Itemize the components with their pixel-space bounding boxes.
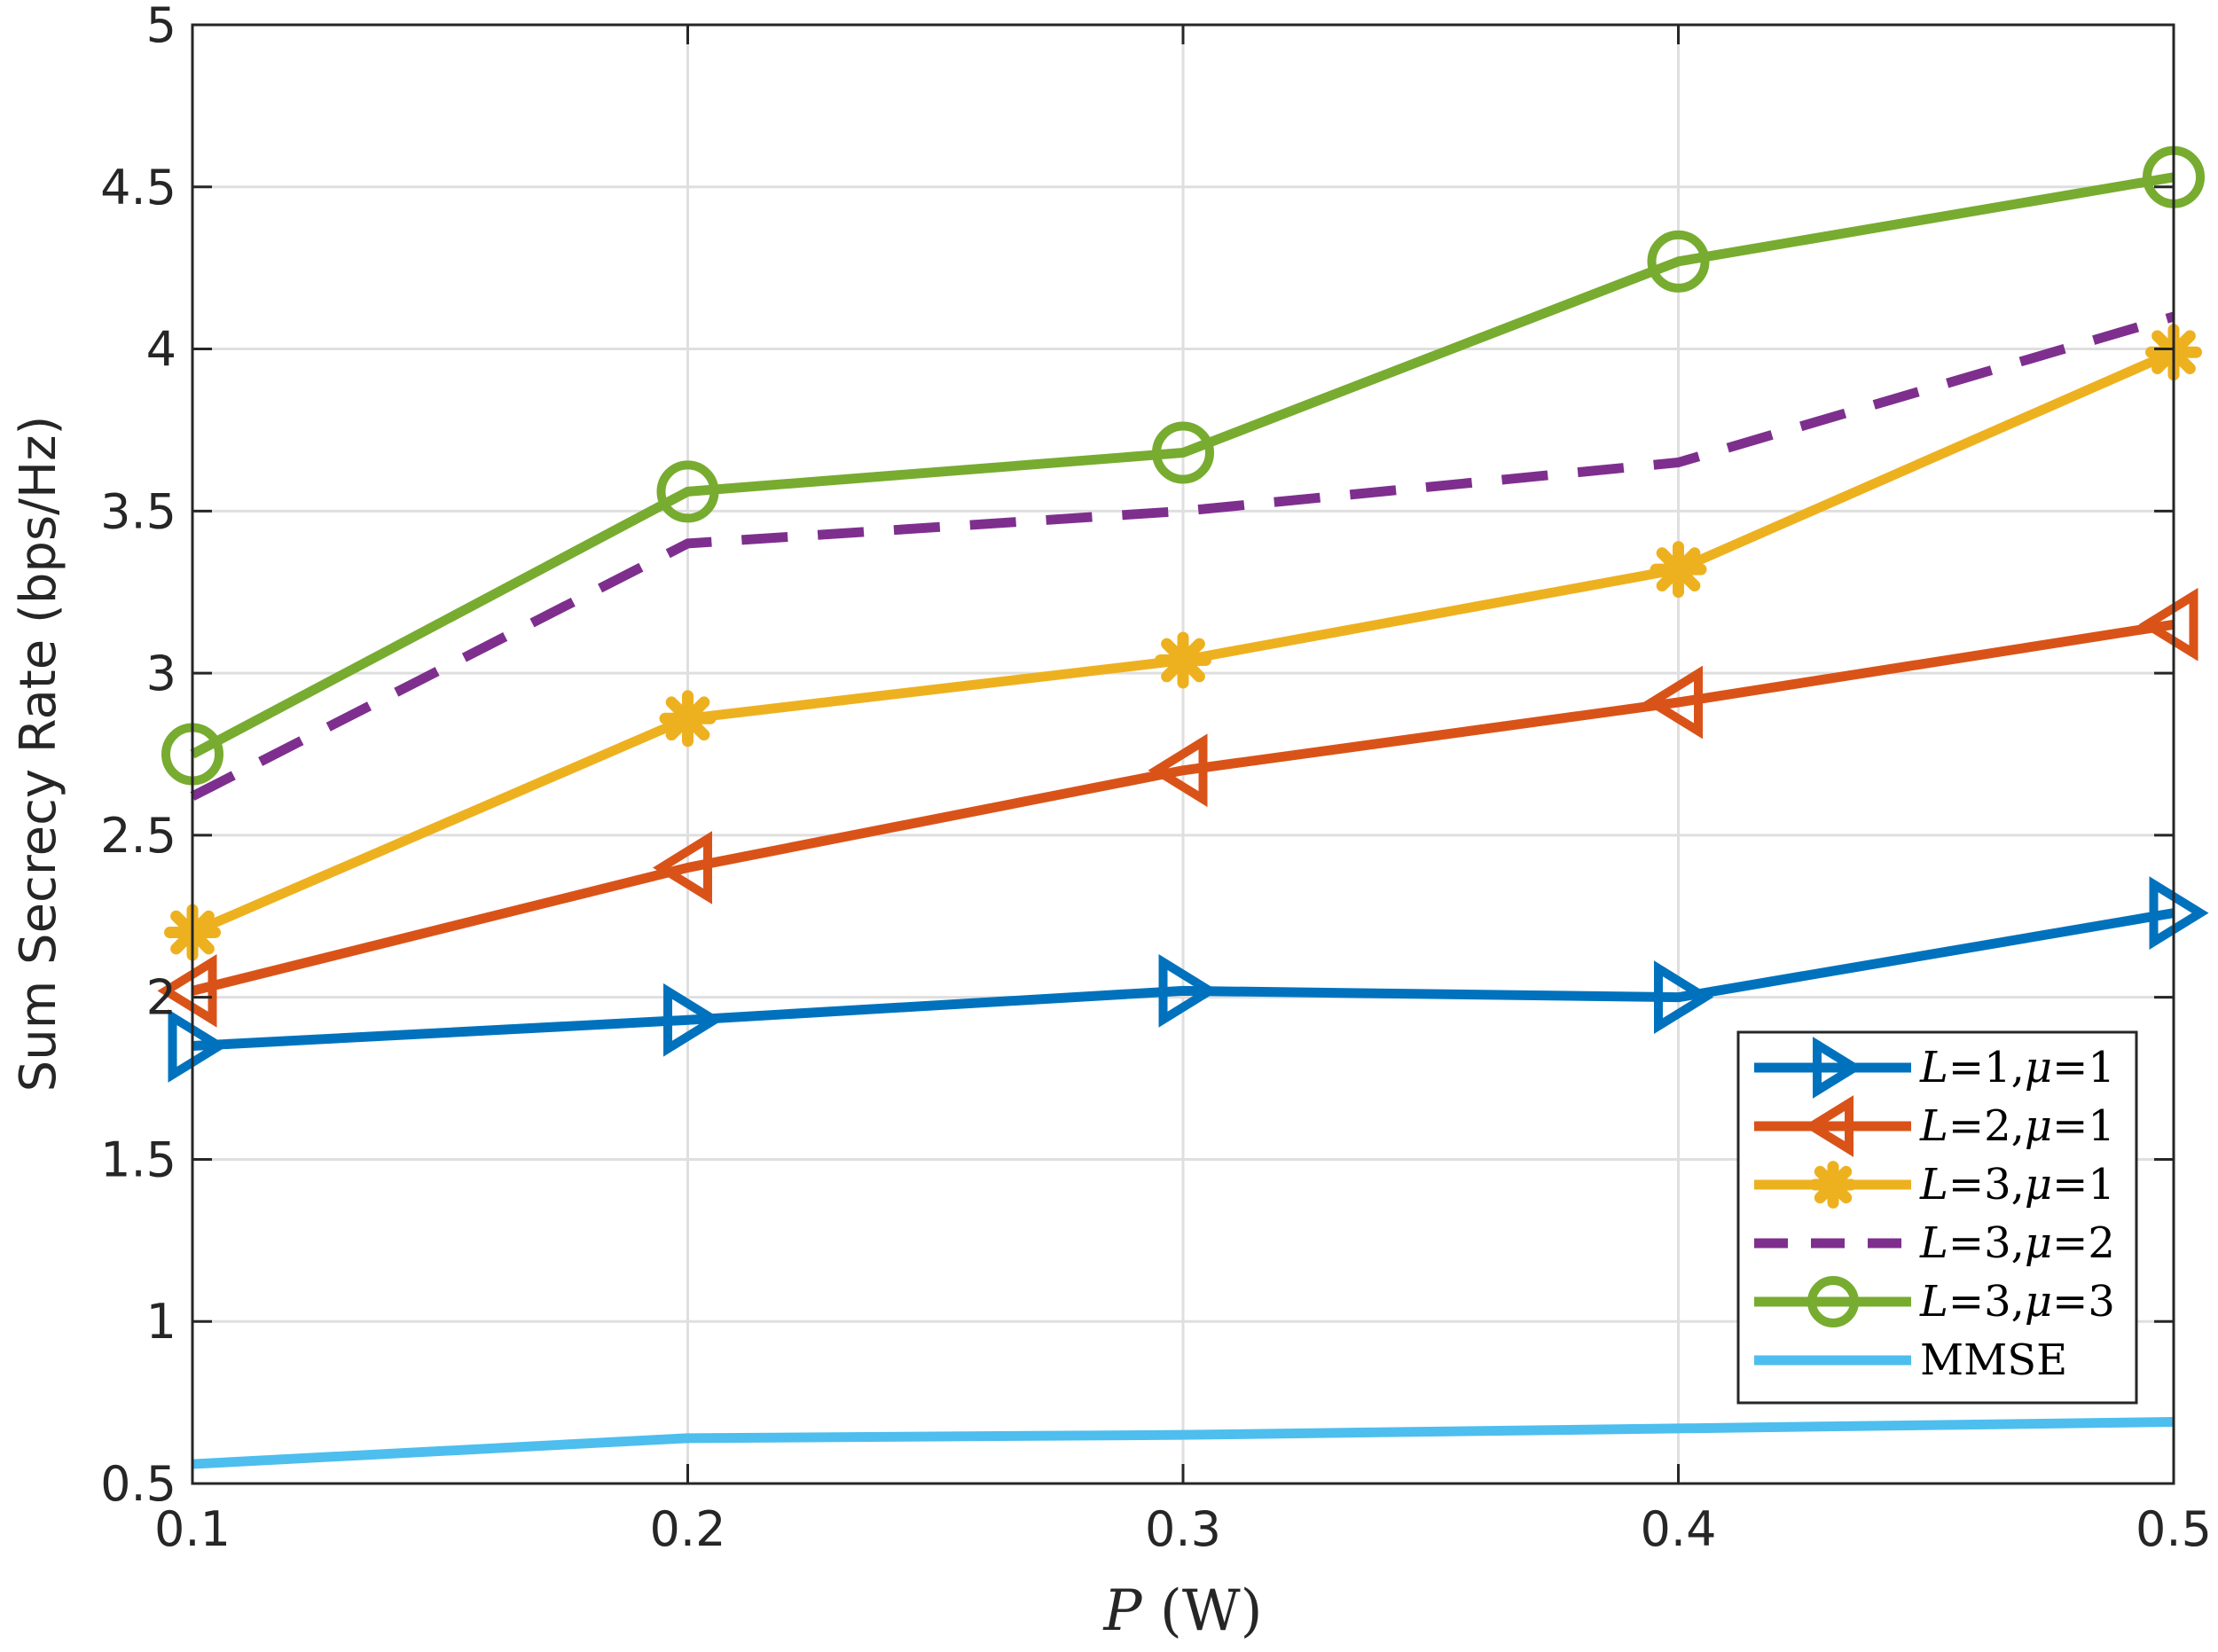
series-line [191,619,2175,996]
data-point-marker [1155,631,1211,689]
legend-label-part: =3, [1948,1218,2025,1268]
legend-label: L=3,μ=2 [1919,1218,2115,1268]
legend-item: MMSE [1754,1335,2067,1385]
legend-item: L=2,μ=1 [1754,1095,2115,1157]
legend-box [1736,1030,2138,1405]
data-point-marker [1654,960,1714,1035]
data-point-marker [168,1009,228,1083]
data-point-marker [1152,421,1214,484]
legend-label-part: L [1919,1277,1948,1327]
legend-label: L=2,μ=1 [1919,1101,2115,1151]
data-point-marker [1148,733,1208,808]
data-point-marker [1803,1095,1854,1157]
data-point-marker [2149,876,2209,950]
legend-label-part: =3, [1948,1277,2025,1327]
data-point-marker [1809,1161,1857,1209]
data-point-marker [1158,953,1219,1028]
y-tick-label: 1.5 [100,1131,176,1187]
data-point-marker [2138,587,2198,662]
legend-label-part: L [1919,1160,1948,1210]
x-tick-label: 0.3 [1145,1501,1221,1557]
data-point-marker [1647,230,1710,293]
y-tick-label: 1 [146,1294,176,1350]
ticks: 0.1 0.2 0.3 0.4 0.5 0.5 1 1.5 2 2.5 3 3.5 4 4.5 5 [100,0,2212,1557]
asterisk-stroke [1814,1165,1853,1204]
y-tick-label: 0.5 [100,1456,176,1512]
legend-label-part: μ [2025,1101,2052,1151]
y-tick-label: 4.5 [100,160,176,215]
legend-label-part: =3 [2052,1277,2115,1327]
legend-item: L=3,μ=3 [1754,1276,2115,1327]
data-point-marker [659,690,717,748]
legend-label: L=3,μ=1 [1919,1160,2115,1210]
legend-label-part: =2 [2052,1218,2115,1268]
y-tick-label: 3 [146,646,176,701]
x-axis-unit: (W) [1142,1578,1263,1644]
series-line [190,172,2175,759]
x-tick-label: 0.1 [154,1501,231,1557]
legend-label-part: =2, [1948,1101,2025,1151]
y-tick-label: 5 [146,0,176,53]
data-point-marker [652,831,712,904]
series-layer [157,145,2209,1469]
series-line [192,908,2175,1051]
legend-label-part: =1 [2052,1101,2115,1151]
legend-label-part: μ [2025,1277,2052,1327]
legend-label-part: L [1919,1101,1948,1151]
legend-item: L=3,μ=1 [1754,1160,2115,1210]
legend-label-part: μ [2025,1043,2052,1092]
legend-label: L=3,μ=3 [1919,1277,2115,1327]
data-point-marker [663,983,724,1057]
x-axis-title: P (W) [1102,1578,1262,1644]
data-point-marker [1813,1037,1863,1099]
data-point-marker [157,953,217,1028]
y-tick-label: 3.5 [100,483,176,539]
y-tick-label: 2.5 [100,808,176,864]
legend-label-part: L [1919,1218,1948,1268]
data-point-marker [1650,541,1707,599]
legend-item: L=1,μ=1 [1754,1037,2115,1099]
series [157,587,2198,1028]
x-tick-label: 0.2 [650,1501,726,1557]
legend-label: MMSE [1920,1335,2067,1385]
asterisk-stroke [1161,638,1205,683]
asterisk-stroke [1656,547,1701,591]
y-axis-title: Sum Secrecy Rate (bps/Hz) [10,416,67,1092]
series [168,876,2209,1083]
legend-item: L=3,μ=2 [1754,1218,2115,1268]
x-axis-variable: P [1102,1578,1142,1644]
series [190,311,2175,801]
legend-label: L=1,μ=1 [1919,1043,2115,1092]
legend-label-part: L [1919,1043,1948,1092]
data-point-marker [1807,1276,1859,1327]
asterisk-stroke [665,696,710,741]
series-line [190,311,2175,801]
y-tick-label: 2 [146,970,176,1026]
legend-label-part: =3, [1948,1160,2025,1210]
x-tick-label: 0.5 [2136,1501,2212,1557]
series-line [192,1417,2175,1469]
data-point-marker [1642,665,1703,740]
series [192,1417,2175,1469]
legend-label-part: μ [2025,1218,2052,1268]
legend-label-part: =1 [2052,1043,2115,1092]
legend-label-part: =1, [1948,1043,2025,1092]
data-point-marker [656,460,719,523]
legend-label-part: μ [2025,1160,2052,1210]
x-tick-label: 0.4 [1641,1501,1717,1557]
legend-label-part: =1 [2052,1160,2115,1210]
y-tick-label: 4 [146,322,176,378]
